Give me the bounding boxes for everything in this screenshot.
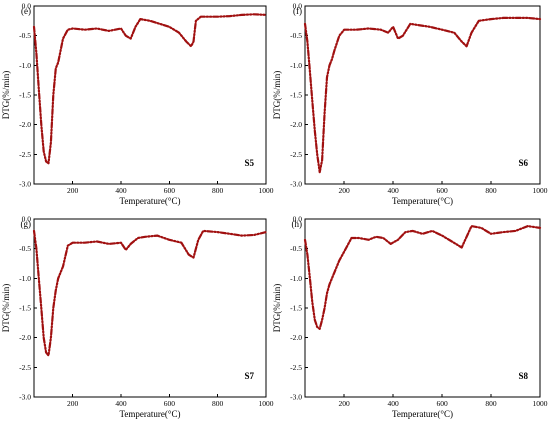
plot-frame <box>304 218 541 398</box>
x-tick-label: 800 <box>212 186 224 195</box>
y-tick-label: -0.5 <box>290 31 302 40</box>
x-tick-label: 800 <box>212 399 224 408</box>
y-tick-label: -2.0 <box>19 120 31 129</box>
y-axis-title: DTG(%/min) <box>1 284 11 333</box>
plot-frame <box>33 5 267 185</box>
x-tick-label: 200 <box>67 399 79 408</box>
x-tick-label: 200 <box>67 186 79 195</box>
y-axis-title: DTG(%/min) <box>272 284 282 333</box>
x-tick-label: 1000 <box>533 186 548 195</box>
x-tick-label: 600 <box>164 186 176 195</box>
x-tick-label: 200 <box>339 186 351 195</box>
x-axis-title: Temperature(°C) <box>392 409 453 419</box>
y-tick-label: -0.5 <box>19 244 31 253</box>
x-tick-label: 400 <box>115 399 127 408</box>
x-tick-label: 600 <box>436 399 448 408</box>
y-tick-label: -0.5 <box>290 244 302 253</box>
y-axis-title: DTG(%/min) <box>1 71 11 120</box>
y-tick-label: -3.0 <box>19 180 31 189</box>
sample-label: S8 <box>518 371 528 381</box>
y-tick-label: -2.5 <box>19 363 31 372</box>
x-axis-title: Temperature(°C) <box>120 196 181 206</box>
sample-label: S5 <box>244 158 254 168</box>
y-tick-label: -2.0 <box>290 333 302 342</box>
y-tick-label: -2.5 <box>290 363 302 372</box>
y-tick-label: -1.5 <box>290 91 302 100</box>
y-tick-label: -1.5 <box>290 304 302 313</box>
dtg-curve <box>303 16 542 174</box>
y-tick-label: 0.0 <box>293 2 303 11</box>
x-tick-label: 600 <box>164 399 176 408</box>
panel-s6: 0.0 -0.5 -1.0 -1.5 -2.0 -2.5 -3.0 200 400 600 800 1… <box>272 2 548 207</box>
x-tick-label: 400 <box>388 186 400 195</box>
y-tick-label: 0.0 <box>22 215 32 224</box>
y-tick-label: -1.0 <box>290 274 302 283</box>
panel-letter: (h) <box>292 219 303 229</box>
x-tick-label: 1000 <box>533 399 548 408</box>
x-tick-label: 400 <box>388 399 400 408</box>
y-tick-label: -3.0 <box>290 180 302 189</box>
y-tick-label: -1.5 <box>19 91 31 100</box>
y-tick-label: -1.0 <box>290 61 302 70</box>
y-tick-label: -2.5 <box>19 150 31 159</box>
y-axis-title: DTG(%/min) <box>272 71 282 120</box>
sample-label: S7 <box>244 371 254 381</box>
y-tick-label: -3.0 <box>290 393 302 402</box>
dtg-curve <box>32 229 268 357</box>
x-tick-label: 1000 <box>259 186 274 195</box>
x-tick-label: 800 <box>485 186 497 195</box>
panel-s8: 0.0 -0.5 -1.0 -1.5 -2.0 -2.5 -3.0 200 400 600 800 1… <box>272 215 548 420</box>
dtg-curve <box>303 225 542 330</box>
y-tick-label: -2.0 <box>19 333 31 342</box>
panel-letter: (f) <box>293 6 302 16</box>
x-axis-title: Temperature(°C) <box>120 409 181 419</box>
x-tick-label: 200 <box>339 399 351 408</box>
plot-frame <box>304 5 541 185</box>
y-tick-label: -1.5 <box>19 304 31 313</box>
y-tick-label: -3.0 <box>19 393 31 402</box>
panel-s5: 0.0 -0.5 -1.0 -1.5 -2.0 -2.5 -3.0 200 400 600 800 1… <box>1 2 274 207</box>
y-tick-label: -1.0 <box>19 274 31 283</box>
x-tick-label: 1000 <box>259 399 274 408</box>
x-axis-title: Temperature(°C) <box>392 196 453 206</box>
panel-letter: (g) <box>21 219 32 229</box>
y-tick-label: -0.5 <box>19 31 31 40</box>
panel-letter: (e) <box>21 6 31 16</box>
sample-label: S6 <box>518 158 528 168</box>
y-tick-label: -2.5 <box>290 150 302 159</box>
x-tick-label: 400 <box>115 186 127 195</box>
y-tick-label: -2.0 <box>290 120 302 129</box>
x-tick-label: 800 <box>485 399 497 408</box>
x-tick-label: 600 <box>436 186 448 195</box>
y-tick-label: -1.0 <box>19 61 31 70</box>
y-tick-label: 0.0 <box>293 215 303 224</box>
dtg-curve <box>32 13 268 165</box>
y-tick-label: 0.0 <box>22 2 32 11</box>
panel-s7: 0.0 -0.5 -1.0 -1.5 -2.0 -2.5 -3.0 200 400 600 800 1… <box>1 215 274 420</box>
